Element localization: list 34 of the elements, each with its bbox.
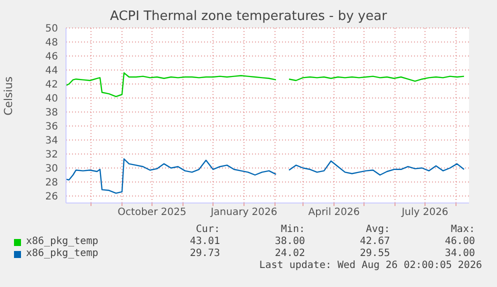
- text: Last update: Wed Aug 26 02:00:05 2026: [259, 260, 482, 271]
- text: 38.00: [274, 236, 305, 247]
- text: Avg:: [364, 224, 390, 235]
- text: 46.00: [444, 236, 475, 247]
- y-tick-label: 30: [45, 164, 58, 175]
- text: 42.67: [358, 236, 390, 247]
- text: 43.01: [188, 236, 220, 247]
- y-tick-label: 50: [45, 24, 58, 35]
- y-tick-label: 38: [45, 108, 58, 119]
- y-tick-label: 32: [45, 150, 58, 161]
- y-tick-label: 48: [45, 38, 58, 49]
- y-tick-label: 28: [45, 178, 58, 189]
- y-tick-label: 34: [45, 136, 58, 147]
- legend-label: x86_pkg_temp: [26, 248, 98, 259]
- text: 34.00: [444, 248, 475, 259]
- x-tick-label: April 2026: [308, 207, 360, 218]
- y-tick-label: 40: [45, 94, 58, 105]
- x-tick-label: January 2026: [210, 207, 278, 218]
- y-tick-label: 26: [45, 192, 58, 203]
- text: 24.02: [274, 248, 305, 259]
- text: Max:: [450, 224, 475, 235]
- y-tick-label: 46: [45, 52, 58, 63]
- y-tick-label: 42: [45, 80, 58, 91]
- y-tick-label: 36: [45, 122, 58, 133]
- text: Cur:: [194, 224, 220, 235]
- text: Min:: [280, 224, 305, 235]
- chart-title: ACPI Thermal zone temperatures - by year: [109, 9, 388, 24]
- x-tick-label: July 2026: [400, 207, 448, 218]
- y-axis-title: Celsius: [2, 76, 15, 116]
- text: 29.73: [188, 248, 220, 259]
- legend-label: x86_pkg_temp: [26, 236, 98, 247]
- y-tick-label: 44: [45, 66, 58, 77]
- x-tick-label: October 2025: [118, 207, 186, 218]
- text: 29.55: [358, 248, 390, 259]
